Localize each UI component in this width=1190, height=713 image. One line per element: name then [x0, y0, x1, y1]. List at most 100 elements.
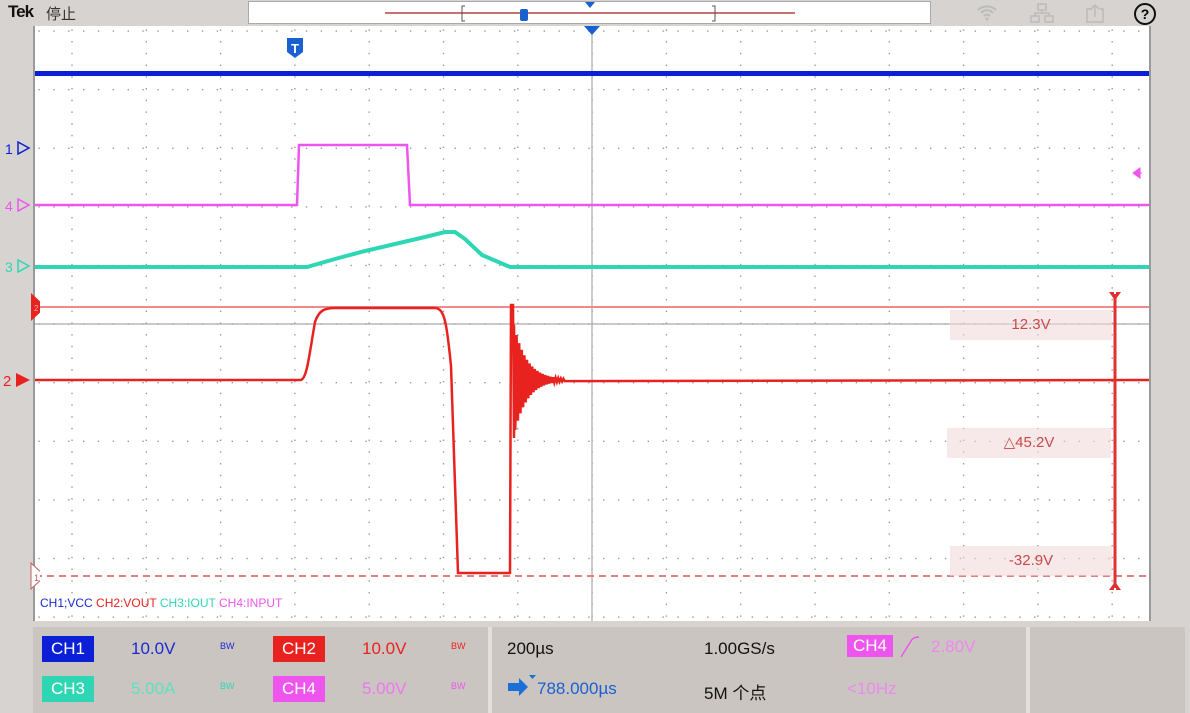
ch3-scale[interactable]: 5.00A	[131, 679, 176, 698]
grid-dot	[219, 416, 222, 418]
grid-dot	[368, 193, 370, 195]
grid-dot	[294, 568, 296, 570]
grid-dot	[216, 616, 219, 618]
grid-dot	[38, 147, 40, 149]
ch2-badge[interactable]: CH2	[273, 636, 325, 662]
grid-dot	[543, 499, 546, 501]
grid-dot	[962, 252, 965, 254]
graticule	[35, 26, 1149, 621]
trigger-source-badge[interactable]: CH4	[847, 635, 893, 657]
grid-dot	[231, 30, 233, 32]
grid-dot	[665, 591, 668, 594]
grid-dot	[796, 440, 798, 442]
grid-dot	[219, 170, 222, 172]
grid-dot	[365, 206, 367, 208]
grid-dot	[1004, 382, 1006, 384]
grid-dot	[1037, 474, 1039, 477]
cursor-b-readout[interactable]: -32.9V	[950, 546, 1112, 576]
grid-dot	[157, 499, 159, 501]
grid-dot	[662, 440, 664, 442]
grid-dot	[781, 440, 783, 442]
grid-dot	[71, 216, 73, 219]
grid-dot	[1111, 463, 1113, 465]
grid-dot	[888, 439, 890, 441]
record-length[interactable]: 5M 个点	[704, 684, 767, 703]
grid-dot	[814, 451, 816, 453]
grid-dot	[740, 615, 742, 617]
grid-dot	[814, 287, 816, 289]
grid-dot	[665, 193, 668, 195]
grid-dot	[424, 206, 427, 208]
grid-dot	[335, 616, 337, 618]
grid-dot	[1123, 30, 1125, 32]
grid-dot	[145, 287, 147, 289]
grid-dot	[1111, 310, 1113, 313]
record-overview[interactable]	[248, 1, 931, 24]
grid-dot	[888, 240, 890, 242]
grid-dot	[350, 30, 352, 32]
network-icon[interactable]	[1030, 3, 1054, 28]
grid-dot	[424, 382, 427, 384]
grid-dot	[665, 580, 668, 582]
grid-dot	[989, 89, 991, 91]
grid-dot	[1123, 557, 1125, 560]
grid-dot	[368, 29, 370, 31]
grid-dot	[484, 382, 486, 384]
grid-dot	[172, 557, 174, 560]
grid-dot	[294, 134, 296, 137]
grid-dot	[944, 616, 947, 618]
grid-dot	[517, 76, 519, 78]
grid-dot	[365, 440, 367, 442]
sample-rate[interactable]: 1.00GS/s	[704, 639, 775, 658]
grid-dot	[145, 603, 147, 606]
grid-dot	[603, 499, 605, 501]
grid-dot	[368, 111, 370, 113]
horizontal-scale[interactable]: 200µs	[507, 639, 554, 658]
trigger-level[interactable]: 2.80V	[931, 637, 976, 656]
grid-dot	[395, 382, 397, 384]
grid-dot	[219, 216, 222, 219]
wifi-icon[interactable]	[976, 3, 998, 26]
export-icon[interactable]	[1084, 3, 1106, 28]
grid-dot	[840, 89, 843, 91]
grid-dot	[1093, 30, 1095, 32]
grid-dot	[442, 158, 445, 160]
grid-dot	[888, 170, 890, 172]
ch2-scale[interactable]: 10.0V	[362, 639, 407, 658]
grid-dot	[665, 263, 668, 266]
grid-dot	[368, 568, 370, 570]
ch1-scale[interactable]: 10.0V	[131, 639, 176, 658]
horizontal-position[interactable]: 788.000µs	[537, 679, 617, 698]
cursor-delta-readout[interactable]: △45.2V	[947, 428, 1111, 458]
grid-dot	[1048, 616, 1051, 618]
cursor-a-readout[interactable]: 12.3V	[950, 310, 1112, 340]
ch3-badge[interactable]: CH3	[42, 676, 94, 702]
grid-dot	[740, 486, 742, 488]
grid-dot	[145, 451, 147, 453]
grid-dot	[82, 499, 85, 501]
grid-dot	[1037, 298, 1039, 301]
grid-dot	[740, 298, 742, 301]
ch3-marker-label: 3	[5, 259, 13, 275]
grid-dot	[665, 545, 668, 547]
grid-dot	[814, 64, 816, 66]
grid-dot	[276, 557, 278, 560]
grid-dot	[219, 568, 222, 570]
ch1-badge[interactable]: CH1	[42, 636, 94, 662]
grid-dot	[573, 440, 575, 442]
grid-dot	[145, 545, 147, 547]
grid-dot	[840, 382, 843, 384]
grid-dot	[368, 64, 370, 66]
acquisition-state[interactable]: 停止	[46, 6, 77, 23]
grid-dot	[368, 228, 370, 231]
grid-dot	[1111, 322, 1113, 324]
grid-dot	[112, 89, 115, 91]
grid-dot	[1108, 30, 1110, 32]
grid-dot	[294, 146, 296, 148]
grid-dot	[172, 206, 174, 208]
help-icon[interactable]: ?	[1134, 3, 1156, 25]
ch4-scale[interactable]: 5.00V	[362, 679, 407, 698]
grid-dot	[736, 30, 739, 32]
grid-dot	[796, 557, 798, 560]
ch4-badge[interactable]: CH4	[273, 676, 325, 702]
